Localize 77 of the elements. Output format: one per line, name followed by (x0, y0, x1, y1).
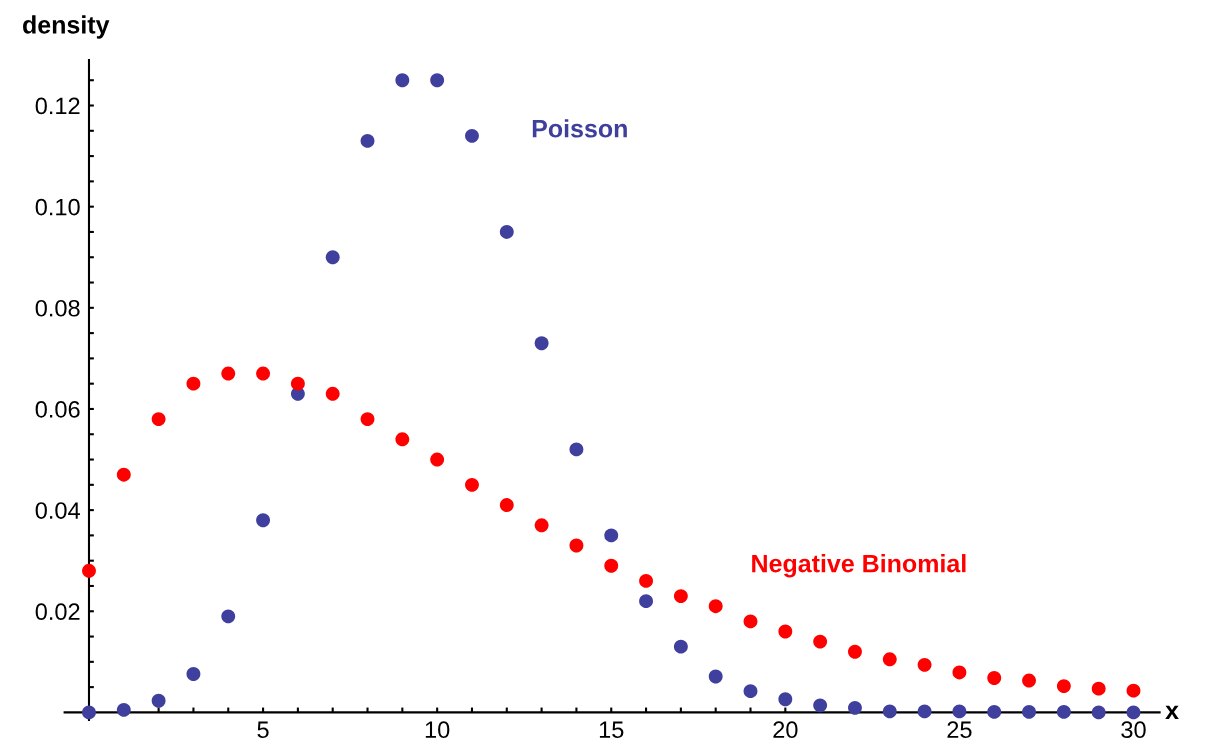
point (1056, 679, 1071, 694)
y-tick-label: 0.10 (35, 198, 80, 216)
point (534, 518, 549, 533)
x-tick-label: 10 (425, 721, 450, 739)
point (116, 702, 131, 717)
point (186, 667, 201, 681)
point (848, 644, 862, 659)
point (987, 704, 1002, 719)
point (465, 477, 479, 492)
point (116, 467, 131, 482)
series-label: Negative Binomial (752, 554, 966, 578)
point (186, 376, 201, 391)
point (987, 671, 1002, 685)
point (1091, 681, 1106, 696)
point (917, 657, 932, 672)
point (639, 594, 653, 609)
point (882, 652, 897, 667)
x-tick-label: 15 (599, 721, 624, 739)
point (465, 128, 479, 143)
point (604, 528, 619, 543)
point (499, 498, 514, 512)
point (813, 634, 828, 649)
point (395, 73, 410, 88)
point (1022, 704, 1036, 719)
point (1091, 705, 1106, 720)
point (778, 692, 793, 707)
point (256, 513, 271, 528)
point (673, 639, 688, 654)
point (882, 704, 897, 719)
point (778, 624, 793, 639)
point (360, 412, 375, 427)
point (952, 704, 967, 719)
point (848, 700, 862, 715)
point (743, 684, 758, 699)
point (151, 412, 166, 427)
x-axis-title: x (1165, 705, 1179, 719)
x-tick-label: 5 (257, 721, 269, 739)
point (1126, 683, 1141, 698)
point (569, 538, 584, 553)
point (604, 558, 619, 573)
point (813, 698, 828, 713)
y-axis-title: density (23, 15, 110, 39)
point (151, 693, 166, 708)
point (1126, 705, 1141, 720)
text: Poisson (532, 119, 627, 138)
point (708, 599, 723, 614)
y-tick-label: 0.02 (35, 603, 80, 621)
point (673, 589, 688, 604)
point (1056, 704, 1071, 719)
point (221, 366, 236, 381)
point (82, 705, 96, 720)
point (395, 432, 410, 447)
point (430, 452, 445, 467)
point (534, 336, 549, 351)
y-tick-label: 0.12 (35, 97, 80, 115)
y-tick-label: 0.04 (35, 502, 80, 519)
point (82, 563, 96, 578)
point (952, 665, 967, 680)
point (1022, 673, 1036, 688)
point (325, 386, 340, 401)
point (708, 669, 723, 684)
point (360, 133, 375, 148)
point (256, 366, 271, 381)
point (639, 573, 653, 588)
point (499, 225, 514, 239)
point (430, 73, 445, 88)
point (221, 609, 236, 624)
point (325, 250, 340, 265)
y-tick-label: 0.06 (35, 401, 80, 418)
x-tick-label: 25 (947, 721, 972, 739)
y-tick-label: 0.08 (35, 299, 80, 317)
x-tick-label: 30 (1121, 721, 1146, 739)
point (290, 376, 305, 391)
x-tick-label: 20 (773, 721, 798, 739)
point (569, 442, 584, 457)
point (917, 704, 932, 719)
point (743, 614, 758, 629)
